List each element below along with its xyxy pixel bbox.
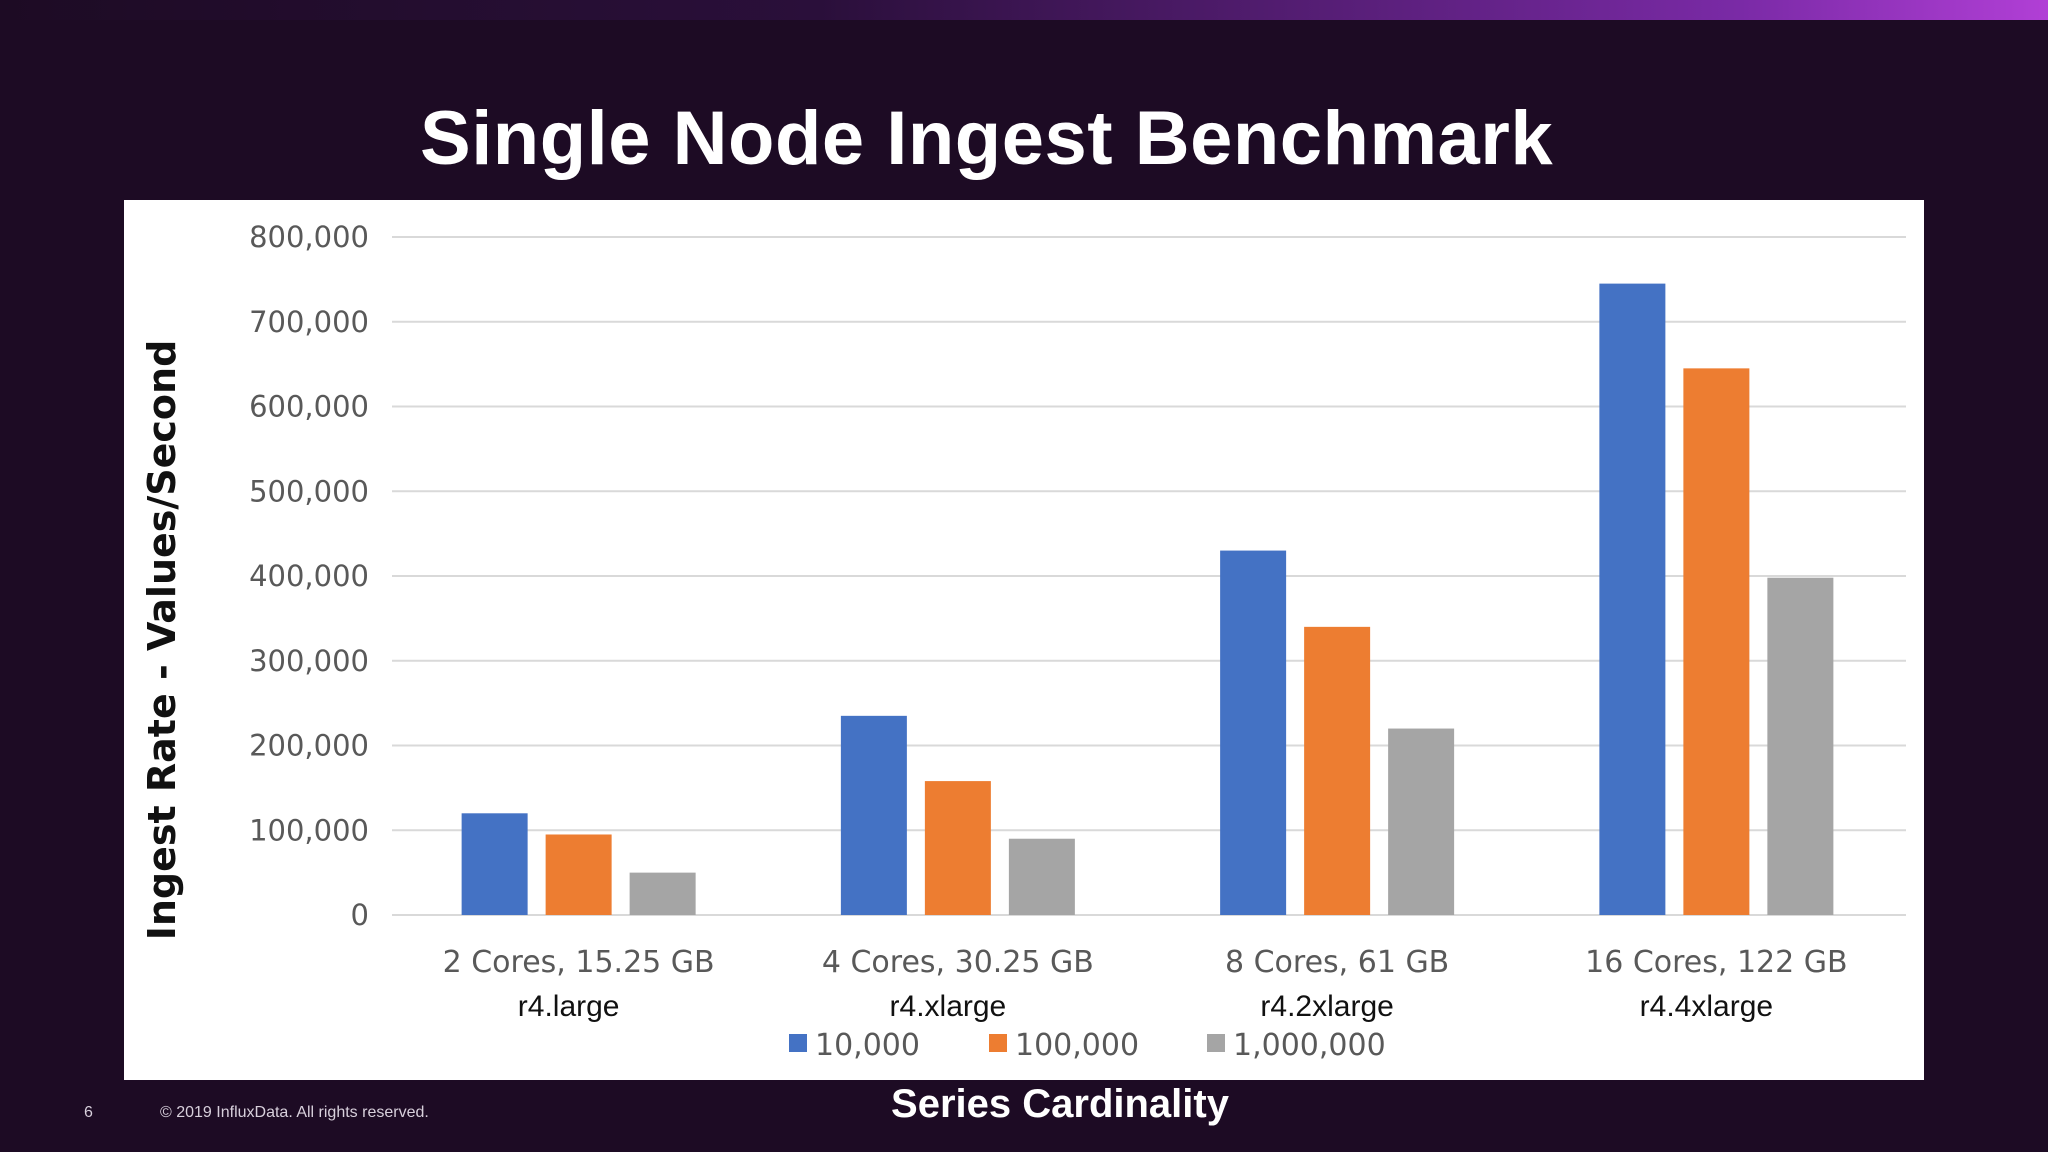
- y-tick-label: 400,000: [249, 559, 369, 593]
- copyright-text: © 2019 InfluxData. All rights reserved.: [160, 1104, 429, 1121]
- y-tick-label: 300,000: [249, 644, 369, 678]
- legend-label: 1,000,000: [1233, 1028, 1386, 1063]
- y-axis-label: Ingest Rate - Values/Second: [140, 339, 184, 941]
- top-accent-bar: [0, 0, 2048, 20]
- instance-label: r4.xlarge: [889, 990, 1007, 1023]
- x-axis-label: Series Cardinality: [891, 1082, 1229, 1126]
- bar: [545, 834, 612, 915]
- legend-label: 10,000: [815, 1028, 920, 1063]
- x-tick-label: 16 Cores, 122 GB: [1585, 945, 1847, 980]
- legend-item: 100,000: [989, 1028, 1139, 1063]
- bar: [629, 872, 696, 915]
- bar: [1683, 368, 1750, 915]
- legend-item: 1,000,000: [1207, 1028, 1386, 1063]
- chart-panel: 0 100,000 200,000 300,000 400,000 500,000 600,…: [124, 200, 1924, 1080]
- instance-label: r4.large: [517, 990, 620, 1023]
- bar: [1388, 728, 1455, 915]
- y-tick-label: 200,000: [249, 729, 369, 763]
- instance-labels: r4.large r4.xlarge r4.2xlarge r4.4xlarge: [124, 990, 1924, 1034]
- x-tick-label: 4 Cores, 30.25 GB: [822, 945, 1094, 980]
- bar: [1008, 838, 1075, 915]
- bar: [1220, 550, 1287, 915]
- bar: [924, 781, 991, 915]
- y-tick-label: 700,000: [249, 305, 369, 339]
- legend-item: 10,000: [789, 1028, 920, 1063]
- x-tick-label: 2 Cores, 15.25 GB: [443, 945, 715, 980]
- legend-label: 100,000: [1015, 1028, 1140, 1063]
- instance-label: r4.4xlarge: [1639, 990, 1774, 1023]
- page-number: 6: [84, 1104, 93, 1121]
- y-tick-label: 0: [351, 898, 369, 932]
- bar: [461, 813, 528, 915]
- legend-swatch: [989, 1033, 1007, 1052]
- bar: [1599, 283, 1666, 915]
- instance-label: r4.2xlarge: [1260, 990, 1394, 1023]
- legend-swatch: [789, 1033, 807, 1052]
- slide-title: Single Node Ingest Benchmark: [420, 96, 1554, 181]
- legend-swatch: [1207, 1033, 1225, 1052]
- bar: [1767, 577, 1834, 915]
- y-tick-label: 500,000: [249, 474, 369, 508]
- bar: [1304, 626, 1371, 915]
- chart-legend: 10,000 100,000 1,000,000: [124, 1028, 1924, 1072]
- y-tick-label: 600,000: [249, 390, 369, 424]
- bar: [840, 715, 907, 915]
- y-tick-label: 800,000: [249, 220, 369, 254]
- x-tick-label: 8 Cores, 61 GB: [1225, 945, 1449, 980]
- y-tick-label: 100,000: [249, 813, 369, 847]
- bar-chart: 0 100,000 200,000 300,000 400,000 500,000 600,…: [249, 220, 1906, 980]
